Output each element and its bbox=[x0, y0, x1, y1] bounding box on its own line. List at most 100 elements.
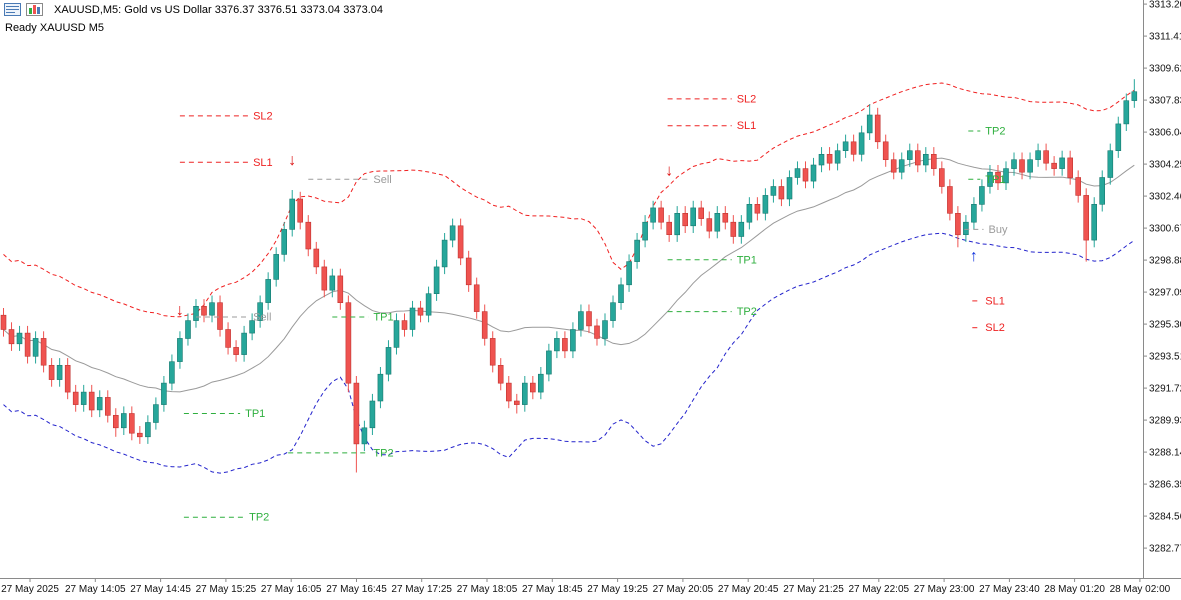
candle-body bbox=[818, 154, 825, 166]
time-axis-label: 27 May 16:45 bbox=[326, 584, 387, 595]
candle-body bbox=[145, 422, 151, 438]
candle-body bbox=[449, 225, 456, 241]
candle-body bbox=[193, 305, 199, 321]
tp-label[interactable]: TP2 bbox=[373, 447, 393, 459]
candle-body bbox=[810, 164, 817, 182]
entry-label[interactable]: Sell bbox=[253, 312, 271, 324]
candle-body bbox=[1019, 159, 1025, 173]
candle-body bbox=[898, 159, 905, 173]
candle-body bbox=[497, 364, 504, 384]
time-axis-label: 27 May 23:40 bbox=[979, 584, 1040, 595]
status-text: Ready XAUUSD M5 bbox=[5, 22, 105, 34]
time-axis-label: 27 May 14:05 bbox=[65, 584, 126, 595]
time-axis[interactable]: 27 May 2025 27 May 14:05 27 May 14:45 27 Ma… bbox=[0, 578, 1181, 596]
candle-body bbox=[826, 154, 833, 164]
candle-body bbox=[425, 293, 432, 316]
sl-label[interactable]: SL1 bbox=[985, 295, 1005, 307]
time-axis-label: 27 May 21:25 bbox=[783, 584, 844, 595]
candle-body bbox=[281, 229, 288, 255]
candle-body bbox=[185, 320, 191, 339]
candle-body bbox=[137, 432, 143, 438]
tp-label[interactable]: TP2 bbox=[985, 126, 1005, 138]
candle-body bbox=[209, 302, 215, 316]
candle-body bbox=[433, 266, 440, 294]
entry-label[interactable]: Buy bbox=[989, 224, 1008, 236]
time-axis-label: 27 May 23:00 bbox=[914, 584, 975, 595]
candle-body bbox=[96, 397, 103, 411]
candle-body bbox=[802, 168, 809, 182]
candle-body bbox=[1027, 159, 1033, 173]
candle-body bbox=[417, 307, 424, 316]
candle-body bbox=[794, 168, 801, 178]
candle-body bbox=[305, 221, 312, 250]
candle-body bbox=[570, 329, 576, 352]
candle-body bbox=[393, 320, 400, 348]
candle-body bbox=[265, 279, 272, 303]
chart-list-icon[interactable] bbox=[4, 3, 21, 16]
tp-label[interactable]: TP1 bbox=[985, 174, 1005, 186]
tp-label[interactable]: TP1 bbox=[245, 408, 265, 420]
sell-arrow-down-icon[interactable]: ↓ bbox=[288, 152, 296, 169]
mini-candles-icon[interactable] bbox=[26, 3, 43, 16]
candle-body bbox=[930, 154, 937, 169]
sell-arrow-down-icon[interactable]: ↓ bbox=[176, 302, 184, 319]
price-axis-label: 3288.14 bbox=[1149, 448, 1181, 459]
tp-label[interactable]: TP1 bbox=[737, 254, 757, 266]
candle-body bbox=[56, 364, 63, 380]
candle-body bbox=[722, 213, 729, 223]
candle-body bbox=[938, 168, 945, 187]
price-axis-label: 3298.88 bbox=[1149, 256, 1181, 267]
sl-label[interactable]: SL1 bbox=[253, 157, 273, 169]
time-axis-label: 28 May 02:00 bbox=[1110, 584, 1171, 595]
price-axis-label: 3309.62 bbox=[1149, 64, 1181, 75]
sell-arrow-down-icon[interactable]: ↓ bbox=[665, 163, 673, 180]
candle-body bbox=[714, 213, 721, 232]
price-axis[interactable]: 3313.20 3311.41 3309.62 3307.83 3306.04 3304.… bbox=[1143, 0, 1181, 578]
candle-body bbox=[1131, 91, 1138, 101]
candle-body bbox=[618, 284, 624, 303]
candle-body bbox=[153, 404, 159, 423]
sl-label[interactable]: SL2 bbox=[985, 322, 1005, 334]
tp-label[interactable]: TP2 bbox=[737, 306, 757, 318]
candle-body bbox=[1035, 150, 1041, 160]
candle-body bbox=[129, 413, 135, 434]
candle-body bbox=[963, 221, 969, 235]
candle-body bbox=[121, 413, 127, 429]
candle-body bbox=[233, 347, 239, 355]
trade-levels: SL2 SL1 Sell TP1 TP2 Sell TP1 TP2 SL2 SL1 TP1 TP2 TP… bbox=[179, 93, 1008, 524]
sl-label[interactable]: SL2 bbox=[737, 93, 757, 105]
candle-body bbox=[987, 171, 993, 187]
candle-body bbox=[297, 198, 304, 223]
candle-body bbox=[321, 266, 328, 291]
candle-body bbox=[971, 204, 977, 223]
candle-body bbox=[1123, 100, 1130, 125]
time-axis-label: 27 May 16:05 bbox=[261, 584, 322, 595]
candle-body bbox=[329, 275, 336, 291]
candle-body bbox=[289, 198, 296, 230]
candle-body bbox=[465, 257, 472, 286]
candle-body bbox=[409, 307, 416, 330]
candle-body bbox=[1075, 177, 1081, 196]
candle-body bbox=[0, 314, 7, 330]
candle-body bbox=[906, 150, 913, 160]
tp-label[interactable]: TP1 bbox=[373, 312, 393, 324]
candle-body bbox=[1003, 168, 1009, 184]
sl-label[interactable]: SL1 bbox=[737, 120, 757, 132]
buy-arrow-up-icon[interactable]: ↑ bbox=[970, 248, 978, 265]
candle-body bbox=[505, 382, 512, 402]
candle-body bbox=[698, 207, 705, 219]
candle-body bbox=[690, 207, 697, 227]
candle-body bbox=[345, 302, 352, 384]
entry-label[interactable]: Sell bbox=[373, 174, 391, 186]
candle-body bbox=[955, 213, 961, 236]
sl-label[interactable]: SL2 bbox=[253, 110, 273, 122]
indicator-bands bbox=[3, 82, 1135, 474]
tp-label[interactable]: TP2 bbox=[249, 512, 269, 524]
candle-body bbox=[626, 261, 632, 286]
candle-body bbox=[473, 284, 480, 312]
time-axis-label: 28 May 01:20 bbox=[1044, 584, 1105, 595]
candle-body bbox=[730, 221, 737, 237]
price-axis-label: 3291.72 bbox=[1149, 384, 1181, 395]
candle-body bbox=[762, 195, 769, 214]
